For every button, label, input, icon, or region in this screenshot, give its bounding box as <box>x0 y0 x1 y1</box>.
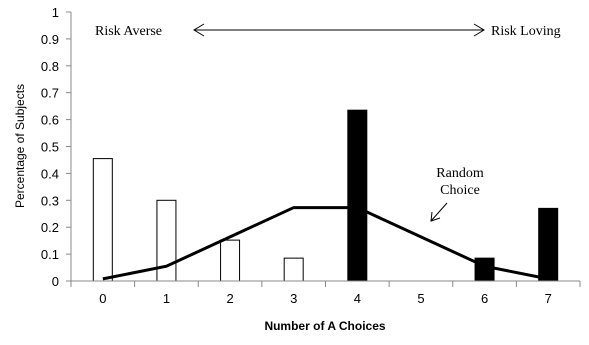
y-tick-label: 0.5 <box>41 140 59 155</box>
bar-white-2 <box>220 239 241 282</box>
y-tick-label: 0.7 <box>41 86 59 101</box>
x-tick-label: 2 <box>226 291 233 306</box>
y-tick-label: 0.1 <box>41 247 59 262</box>
x-tick-label: 4 <box>354 291 361 306</box>
annotation-risk-averse: Risk Averse <box>95 24 162 39</box>
y-tick-label: 0.8 <box>41 59 59 74</box>
double-arrow <box>193 23 485 37</box>
x-axis-ticks: 0 1 2 3 4 5 6 7 <box>70 281 581 306</box>
y-tick-label: 0 <box>52 274 59 289</box>
y-tick-label: 0.3 <box>41 193 59 208</box>
bar-black-7 <box>538 207 559 282</box>
x-axis-title: Number of A Choices <box>264 319 385 333</box>
y-axis-ticks: 0 0.1 0.2 0.3 0.4 0.5 0.6 0.7 0.8 0.9 1 <box>41 5 71 289</box>
annotation-risk-loving: Risk Loving <box>491 24 561 39</box>
bar-white-3 <box>283 257 304 282</box>
bar-white-0 <box>92 158 113 282</box>
annotation-random-line2: Choice <box>440 183 480 198</box>
y-tick-label: 0.9 <box>41 32 59 47</box>
y-axis-title: Percentage of Subjects <box>13 84 27 208</box>
x-tick-label: 5 <box>417 291 424 306</box>
x-tick-label: 6 <box>481 291 488 306</box>
x-tick-label: 0 <box>99 291 106 306</box>
y-tick-label: 0.4 <box>41 166 59 181</box>
y-tick-label: 0.2 <box>41 220 59 235</box>
annotation-random-line1: Random <box>436 166 484 181</box>
y-tick-label: 1 <box>52 5 59 20</box>
bars <box>92 109 559 282</box>
y-tick-label: 0.6 <box>41 113 59 128</box>
x-tick-label: 3 <box>290 291 297 306</box>
bar-black-4 <box>347 109 368 282</box>
x-tick-label: 1 <box>163 291 170 306</box>
x-tick-label: 7 <box>545 291 552 306</box>
random-choice-line <box>102 206 549 281</box>
lines <box>102 206 549 281</box>
annotation-arrow <box>430 202 448 222</box>
